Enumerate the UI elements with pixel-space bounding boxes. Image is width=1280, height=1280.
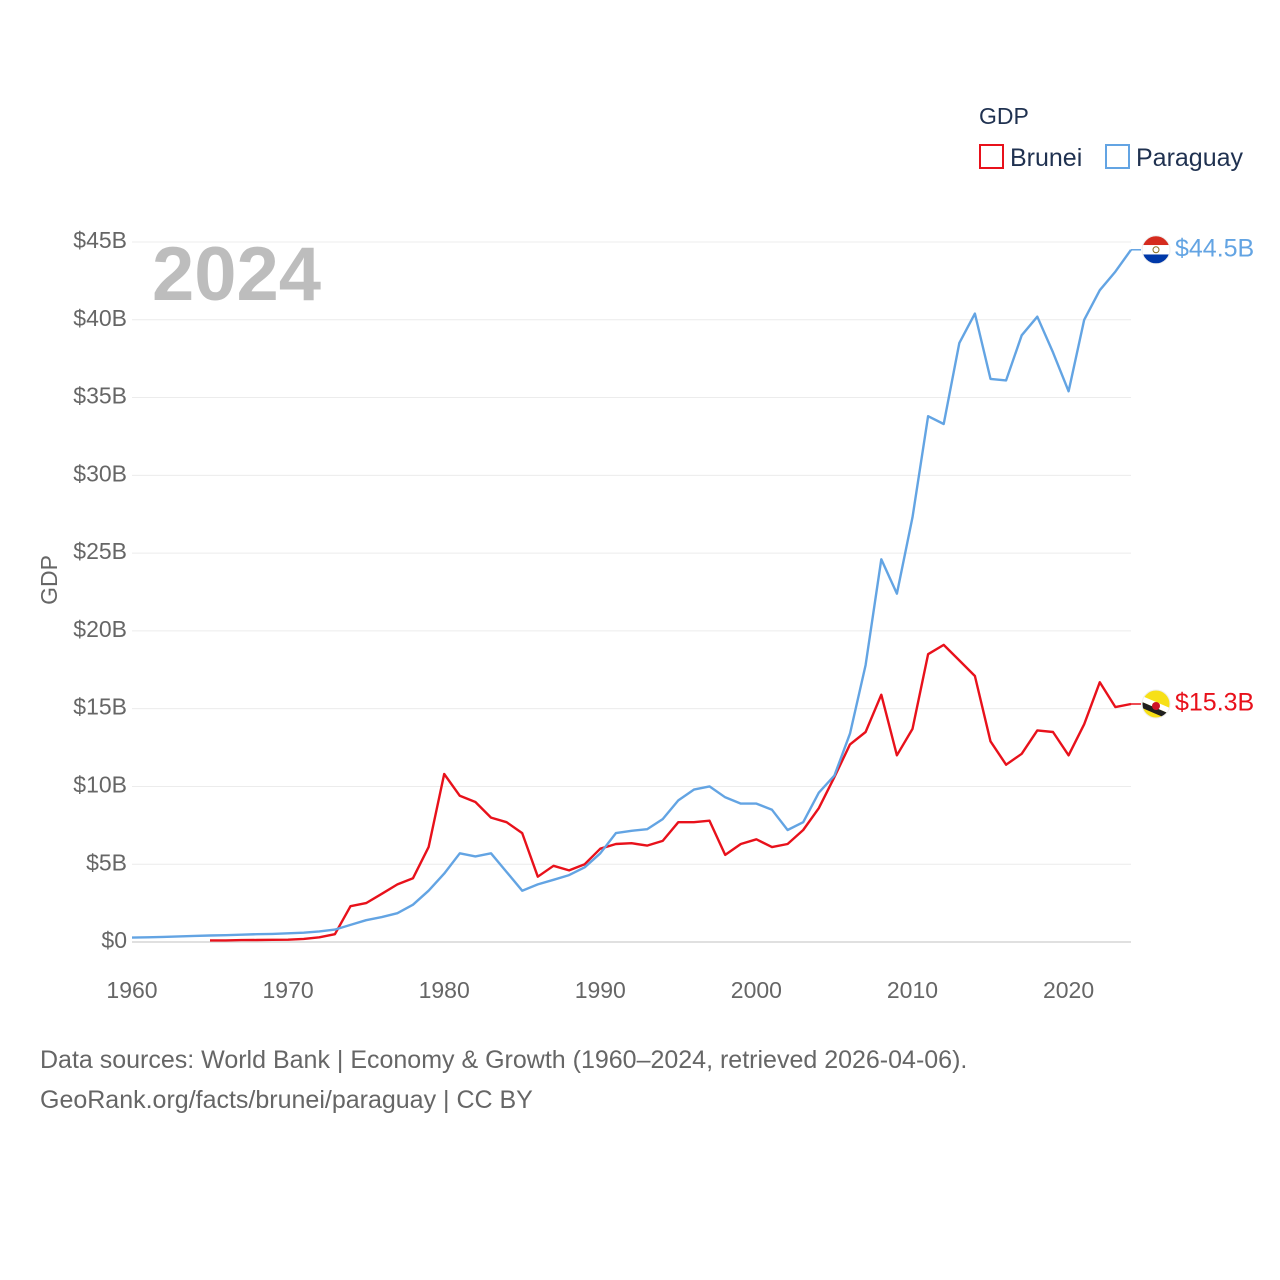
y-tick-label: $10B <box>73 772 127 798</box>
footer: Data sources: World Bank | Economy & Gro… <box>40 1040 967 1120</box>
attribution-link[interactable]: GeoRank.org/facts/brunei/paraguay | CC B… <box>40 1086 533 1114</box>
series-lines <box>131 249 1132 942</box>
end-value-label-brunei: $15.3B <box>1175 689 1254 717</box>
y-tick-label: $30B <box>73 460 127 486</box>
y-tick-label: $5B <box>86 849 127 875</box>
x-tick-label: 2000 <box>731 977 782 1003</box>
y-tick-label: $35B <box>73 383 127 409</box>
x-tick-label: 1990 <box>575 977 626 1003</box>
brunei-flag-icon <box>1141 689 1171 719</box>
series-line-brunei <box>210 643 1132 942</box>
legend-swatch-brunei <box>979 144 1004 169</box>
y-axis-label: GDP <box>36 555 62 605</box>
y-tick-label: $15B <box>73 694 127 720</box>
x-tick-label: 1970 <box>263 977 314 1003</box>
legend-label-paraguay: Paraguay <box>1136 144 1244 172</box>
x-tick-label: 1960 <box>106 977 157 1003</box>
legend: GDP Brunei Paraguay <box>979 103 1244 172</box>
legend-label-brunei: Brunei <box>1010 144 1082 172</box>
y-tick-label: $45B <box>73 227 127 253</box>
legend-item-brunei[interactable]: Brunei <box>979 144 1082 172</box>
y-tick-label: $25B <box>73 538 127 564</box>
y-tick-label: $20B <box>73 616 127 642</box>
gridlines <box>132 241 1131 943</box>
end-value-label-paraguay: $44.5B <box>1175 234 1254 262</box>
x-tick-label: 2020 <box>1043 977 1094 1003</box>
legend-swatch-paraguay <box>1105 144 1130 169</box>
y-tick-label: $0 <box>101 927 127 953</box>
legend-title: GDP <box>979 103 1029 129</box>
x-axis-ticks: 1960 1970 1980 1990 2000 2010 2020 <box>106 977 1094 1003</box>
series-end-markers: $15.3B $44.5B <box>1131 234 1254 719</box>
paraguay-flag-icon <box>1141 235 1171 265</box>
x-tick-label: 1980 <box>419 977 470 1003</box>
year-watermark: 2024 <box>152 232 321 317</box>
y-axis-ticks: $0 $5B $10B $15B $20B $25B $30B $35B $40B $45B <box>73 227 127 953</box>
legend-item-paraguay[interactable]: Paraguay <box>1105 144 1244 172</box>
data-source-note: Data sources: World Bank | Economy & Gro… <box>40 1046 968 1074</box>
x-tick-label: 2010 <box>887 977 938 1003</box>
y-tick-label: $40B <box>73 305 127 331</box>
series-line-paraguay <box>131 249 1132 939</box>
